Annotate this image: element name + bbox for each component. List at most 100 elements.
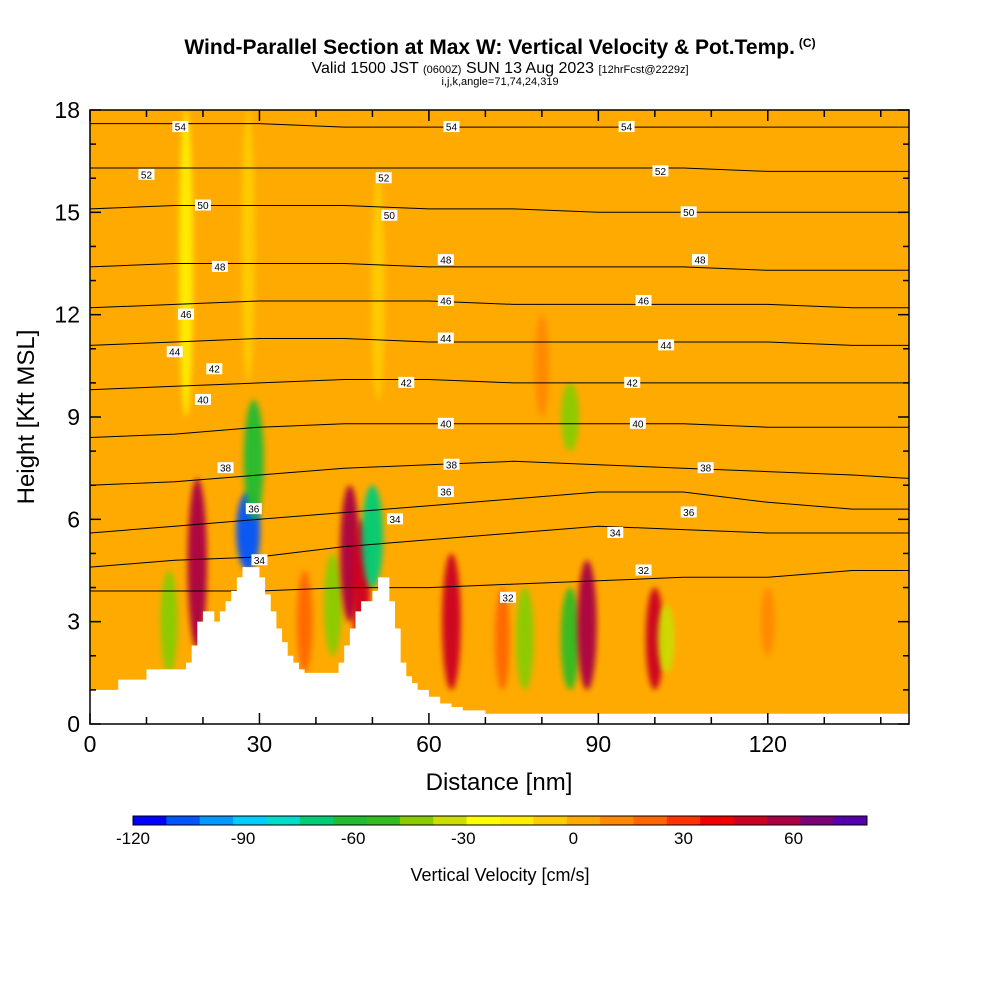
svg-text:52: 52 (141, 170, 153, 181)
isentrope-label-44: 44 (437, 332, 454, 345)
svg-text:48: 48 (214, 262, 226, 273)
colorbar-swatch (600, 816, 634, 825)
colorbar-swatch (700, 816, 735, 825)
svg-text:34: 34 (254, 556, 266, 567)
isentrope-label-52: 52 (375, 172, 392, 185)
isentrope-46 (90, 300, 909, 309)
svg-text:36: 36 (440, 488, 452, 499)
isentrope-label-32: 32 (499, 591, 516, 604)
subtitle-date: SUN 13 Aug 2023 (465, 60, 595, 77)
isentrope-label-42: 42 (398, 376, 415, 389)
isentrope-label-54: 54 (443, 121, 460, 134)
isentrope-label-34: 34 (607, 526, 624, 539)
colorbar-label: Vertical Velocity [cm/s] (410, 865, 589, 885)
y-axis-label: Height [Kft MSL] (13, 330, 40, 505)
x-axis-label: Distance [nm] (426, 769, 573, 796)
velocity-core-6 (296, 570, 313, 673)
svg-text:50: 50 (197, 201, 209, 212)
velocity-core-11 (371, 178, 385, 400)
colorbar-swatch (533, 816, 568, 825)
isentrope-label-38: 38 (697, 462, 714, 475)
svg-text:38: 38 (700, 464, 712, 475)
isentrope-label-54: 54 (172, 121, 189, 134)
isentrope-label-38: 38 (443, 458, 460, 471)
colorbar-tick-label: 30 (674, 829, 693, 848)
title-text: Wind-Parallel Section at Max W: Vertical… (184, 36, 795, 59)
svg-text:40: 40 (632, 419, 644, 430)
colorbar-swatch (166, 816, 201, 825)
chart-subtitle-indices: i,j,k,angle=71,74,24,319 (441, 76, 559, 88)
svg-text:42: 42 (627, 378, 639, 389)
colorbar-swatch (633, 816, 668, 825)
isentrope-label-34: 34 (387, 513, 404, 526)
subtitle-forecast: [12hrFcst@2229z] (598, 64, 689, 76)
svg-text:50: 50 (683, 208, 695, 219)
velocity-core-2 (160, 570, 178, 673)
isentrope-label-50: 50 (194, 199, 211, 212)
colorbar-swatch (733, 816, 768, 825)
isentrope-label-44: 44 (166, 346, 183, 359)
velocity-core-10 (361, 485, 384, 588)
svg-text:36: 36 (683, 508, 695, 519)
y-tick-label: 3 (67, 609, 80, 635)
isentrope-label-38: 38 (217, 462, 234, 475)
colorbar-swatch (366, 816, 401, 825)
terrain (90, 567, 909, 724)
subtitle-valid: Valid 1500 JST (311, 60, 419, 77)
isentrope-label-42: 42 (624, 376, 641, 389)
colorbar-swatch (433, 816, 468, 825)
velocity-core-5 (241, 110, 255, 383)
isentrope-lines (90, 123, 909, 592)
isentrope-label-40: 40 (194, 393, 211, 406)
isentrope-label-50: 50 (680, 206, 697, 219)
colorbar-swatch (766, 816, 801, 825)
isentrope-label-54: 54 (618, 121, 635, 134)
svg-text:46: 46 (180, 310, 192, 321)
velocity-core-4 (243, 399, 264, 520)
svg-text:52: 52 (655, 167, 667, 178)
velocity-core-13 (494, 587, 510, 690)
isentrope-label-42: 42 (206, 363, 223, 376)
colorbar-tick-label: 60 (784, 829, 803, 848)
svg-text:54: 54 (446, 123, 458, 134)
colorbar-swatch (299, 816, 334, 825)
svg-text:44: 44 (661, 341, 673, 352)
y-tick-label: 12 (54, 302, 80, 328)
isentrope-42 (90, 379, 909, 391)
y-tick-label: 0 (67, 711, 80, 737)
velocity-core-1 (187, 478, 207, 649)
x-tick-label: 120 (749, 731, 787, 757)
isentrope-label-34: 34 (251, 554, 268, 567)
svg-text:54: 54 (175, 123, 187, 134)
y-tick-label: 18 (54, 97, 80, 123)
isentrope-label-48: 48 (692, 254, 709, 267)
svg-text:36: 36 (248, 505, 260, 516)
velocity-core-21 (760, 587, 775, 656)
isentrope-48 (90, 263, 909, 271)
isentrope-label-46: 46 (178, 308, 195, 321)
isentrope-36 (90, 491, 909, 534)
isentrope-54 (90, 123, 909, 128)
colorbar-swatch (666, 816, 701, 825)
colorbar-swatch (399, 816, 434, 825)
colorbar-tick-label: -120 (116, 829, 150, 848)
velocity-core-14 (515, 587, 534, 690)
svg-text:54: 54 (621, 123, 633, 134)
chart-subtitle: Valid 1500 JST (0600Z) SUN 13 Aug 2023 [… (0, 60, 1000, 78)
subtitle-zulu: (0600Z) (422, 64, 462, 76)
isentrope-label-36: 36 (437, 486, 454, 499)
x-tick-label: 60 (416, 731, 442, 757)
isentrope-label-48: 48 (211, 260, 228, 273)
isentrope-label-40: 40 (437, 417, 454, 430)
plot-area: 54 54 54 52 52 52 50 50 50 48 48 48 46 46 46 44 44 44 42 42… (89, 109, 910, 725)
svg-text:44: 44 (440, 334, 452, 345)
svg-text:34: 34 (389, 515, 401, 526)
colorbar-tick-label: -90 (231, 829, 256, 848)
svg-text:48: 48 (440, 256, 452, 267)
colorbar-swatch (566, 816, 601, 825)
colorbar-swatch (833, 816, 868, 825)
colorbar-tick-label: -30 (451, 829, 476, 848)
svg-text:52: 52 (378, 174, 390, 185)
velocity-core-19 (645, 587, 664, 690)
